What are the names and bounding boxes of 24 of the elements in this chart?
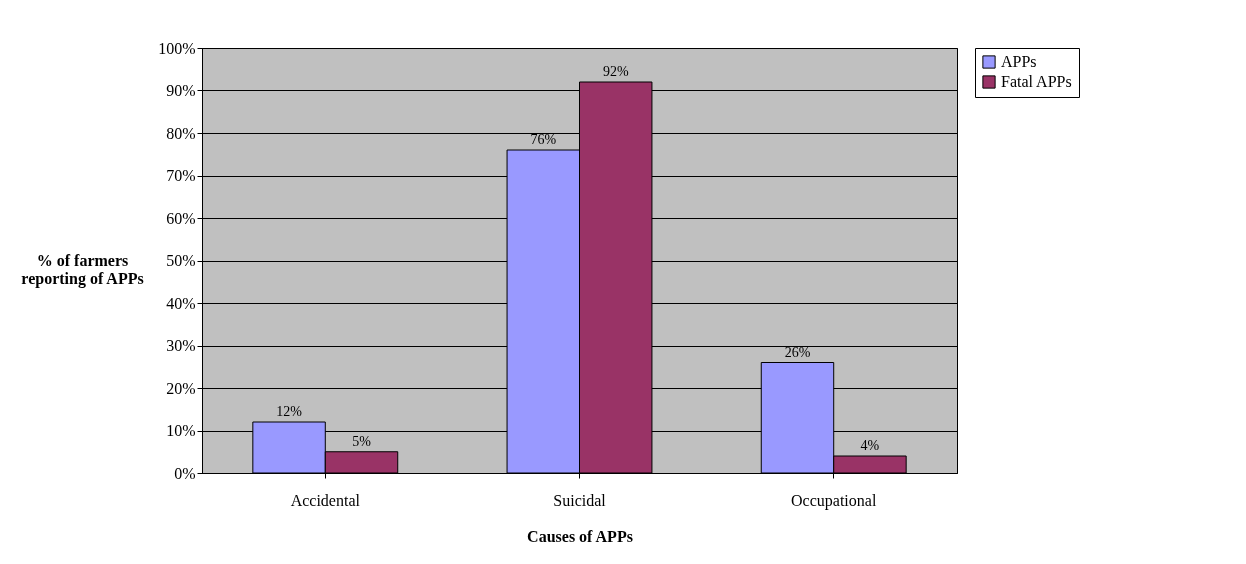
x-tick-label: Suicidal (553, 491, 607, 509)
y-tick-label: 0% (174, 464, 196, 482)
data-label: 5% (352, 433, 372, 449)
data-label: 26% (784, 344, 811, 360)
data-label: 12% (276, 404, 303, 419)
y-tick-label: 30% (166, 337, 196, 354)
y-tick-label: 90% (166, 82, 196, 99)
y-tick-label: 40% (166, 294, 196, 312)
x-axis-title: Causes of APPs (527, 527, 633, 545)
y-tick-label: 80% (166, 124, 196, 142)
legend-label: APPs (1001, 53, 1037, 70)
y-tick-label: 50% (166, 252, 196, 269)
data-label: 4% (860, 438, 880, 453)
x-tick-label: Accidental (290, 491, 361, 509)
y-tick-label: 70% (166, 167, 196, 184)
data-label: 92% (602, 64, 629, 79)
y-tick-label: 20% (166, 379, 196, 397)
y-tick-label: 10% (166, 422, 196, 439)
legend-label: Fatal APPs (1001, 73, 1072, 90)
y-tick-label: 60% (166, 209, 196, 227)
y-axis-title: % of farmers reporting of APPs (21, 252, 144, 288)
data-label: 76% (530, 132, 557, 147)
y-tick-label: 100% (158, 39, 196, 57)
x-tick-label: Occupational (791, 491, 877, 510)
